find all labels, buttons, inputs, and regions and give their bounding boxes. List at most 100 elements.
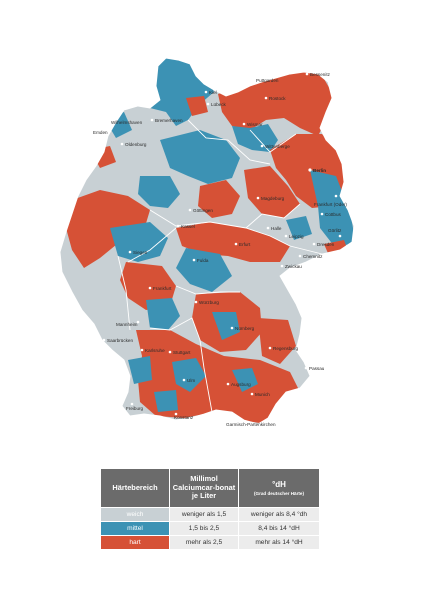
city-stuttgart: Stuttgart (168, 350, 191, 355)
svg-text:Passau: Passau (309, 366, 325, 371)
city-augsburg: Augsburg (226, 382, 251, 387)
legend-header-dh-subtitle: (Grad deutscher Härte) (253, 490, 305, 496)
city-berlin: Berlin (308, 168, 326, 173)
city-cottbus: Cottbus (320, 212, 342, 217)
city-garmisch: Garmisch-Partenkirchen (226, 418, 276, 427)
svg-text:Konstanz: Konstanz (174, 415, 194, 420)
svg-text:Kiel: Kiel (209, 90, 217, 95)
city-dresden: Dresden (312, 242, 335, 247)
region-mittel-owl (138, 176, 180, 208)
city-saarbruecken: Saarbrücken (102, 338, 133, 343)
city-chemnitz: Chemnitz (298, 254, 323, 259)
city-kassel: Kassel (176, 224, 195, 229)
state-borders (59, 57, 355, 425)
svg-text:Wittenberge: Wittenberge (265, 144, 290, 149)
region-hart-regensburg (258, 318, 296, 364)
region-hart-harz (198, 180, 240, 218)
legend-dh-value: weniger als 8,4 °dh (238, 507, 320, 522)
svg-text:Ulm: Ulm (187, 378, 195, 383)
svg-text:Leipzig: Leipzig (289, 234, 304, 239)
region-mittel-patch-3 (154, 390, 178, 412)
svg-text:Frankfurt (Oder): Frankfurt (Oder) (314, 202, 347, 207)
region-mittel-east (310, 170, 354, 246)
svg-text:Saarbrücken: Saarbrücken (107, 338, 133, 343)
svg-text:Bessenitz: Bessenitz (310, 72, 331, 77)
city-halle: Halle (266, 226, 282, 231)
svg-text:Emden: Emden (93, 130, 108, 135)
city-leipzig: Leipzig (284, 234, 304, 239)
svg-text:Wismar: Wismar (247, 122, 263, 127)
svg-text:Wilhelmshaven: Wilhelmshaven (111, 120, 143, 125)
city-markers: Bessenitz Puttgarden Kiel Rostock Lübeck… (88, 72, 347, 427)
city-zwickau: Zwickau (280, 264, 302, 269)
svg-text:Karlsruhe: Karlsruhe (145, 348, 165, 353)
legend-header-category: Härtebereich (100, 468, 170, 508)
city-frankfurt: Frankfurt (148, 286, 172, 291)
hardness-legend-table: Härtebereich Millimol Calciumcar-bonat j… (100, 468, 320, 550)
svg-text:Göttingen: Göttingen (193, 208, 213, 213)
city-goerlitz: Görlitz (328, 228, 342, 238)
svg-text:Cottbus: Cottbus (325, 212, 342, 217)
svg-text:Fulda: Fulda (197, 258, 209, 263)
city-goettingen: Göttingen (188, 208, 213, 213)
svg-text:Siegen: Siegen (133, 250, 148, 255)
region-mittel-blackforest (128, 356, 152, 384)
svg-text:Regensburg: Regensburg (273, 346, 298, 351)
city-siegen: Siegen (128, 250, 148, 255)
region-mittel-augsburg (232, 368, 258, 392)
city-ulm: Ulm (182, 378, 195, 383)
city-wittenberge: Wittenberge (260, 144, 290, 149)
svg-text:Oldenburg: Oldenburg (125, 142, 147, 147)
city-puttgarden: Puttgarden (251, 78, 279, 83)
legend-mmol-value: 1,5 bis 2,5 (169, 521, 239, 536)
city-wuerzburg: Würzburg (194, 300, 219, 305)
region-mittel-mannheim (146, 298, 180, 330)
city-wismar: Wismar (242, 122, 263, 127)
city-nuernberg: Nürnberg (230, 326, 255, 331)
city-rostock: Rostock (264, 96, 286, 101)
legend-header-row: Härtebereich Millimol Calciumcar-bonat j… (100, 468, 320, 508)
legend-header-dh-title: °dH (272, 479, 286, 489)
legend-category-weich: weich (100, 507, 170, 522)
city-emden: Emden (88, 130, 108, 135)
svg-text:Bremerhaven: Bremerhaven (155, 118, 183, 123)
city-munich: Munich (250, 392, 270, 397)
svg-text:Zwickau: Zwickau (285, 264, 302, 269)
svg-text:Kassel: Kassel (181, 224, 195, 229)
svg-text:Munich: Munich (255, 392, 270, 397)
svg-text:Halle: Halle (271, 226, 282, 231)
region-mittel-siegen (110, 222, 168, 262)
svg-text:Magdeburg: Magdeburg (261, 196, 285, 201)
svg-text:Frankfurt: Frankfurt (153, 286, 172, 291)
region-mittel-patch-2 (286, 216, 312, 240)
legend-row: hart mehr als 2,5 mehr als 14 °dH (100, 535, 320, 550)
region-hart-magdeburg (244, 166, 300, 218)
city-luebeck: Lübeck (206, 102, 227, 107)
svg-text:Chemnitz: Chemnitz (303, 254, 323, 259)
svg-text:Berlin: Berlin (313, 168, 326, 173)
legend-mmol-value: weniger als 1,5 (169, 507, 239, 522)
svg-text:Rostock: Rostock (269, 96, 286, 101)
svg-text:Dresden: Dresden (317, 242, 335, 247)
svg-text:Freiburg: Freiburg (126, 406, 144, 411)
region-mittel-lowersaxony (160, 130, 240, 184)
legend-category-hart: hart (100, 535, 170, 550)
svg-text:Stuttgart: Stuttgart (173, 350, 191, 355)
legend-row: weich weniger als 1,5 weniger als 8,4 °d… (100, 507, 320, 522)
city-mannheim: Mannheim (116, 320, 140, 327)
legend-mmol-value: mehr als 2,5 (169, 535, 239, 550)
city-bessenitz: Bessenitz (305, 72, 331, 77)
city-regensburg: Regensburg (268, 346, 298, 351)
legend-header-mmol: Millimol Calciumcar-bonat je Liter (169, 468, 239, 508)
germany-water-hardness-map: Bessenitz Puttgarden Kiel Rostock Lübeck… (59, 57, 355, 427)
region-hart-frankfurt (120, 262, 176, 310)
city-erfurt: Erfurt (234, 242, 251, 247)
city-oldenburg: Oldenburg (120, 142, 147, 147)
city-wilhelmshaven: Wilhelmshaven (106, 120, 143, 125)
legend-category-mittel: mittel (100, 521, 170, 536)
legend-dh-value: mehr als 14 °dH (238, 535, 320, 550)
svg-text:Görlitz: Görlitz (328, 228, 342, 233)
region-mittel-nuernberg (212, 312, 240, 340)
legend-dh-value: 8,4 bis 14 °dH (238, 521, 320, 536)
svg-text:Würzburg: Würzburg (199, 300, 219, 305)
